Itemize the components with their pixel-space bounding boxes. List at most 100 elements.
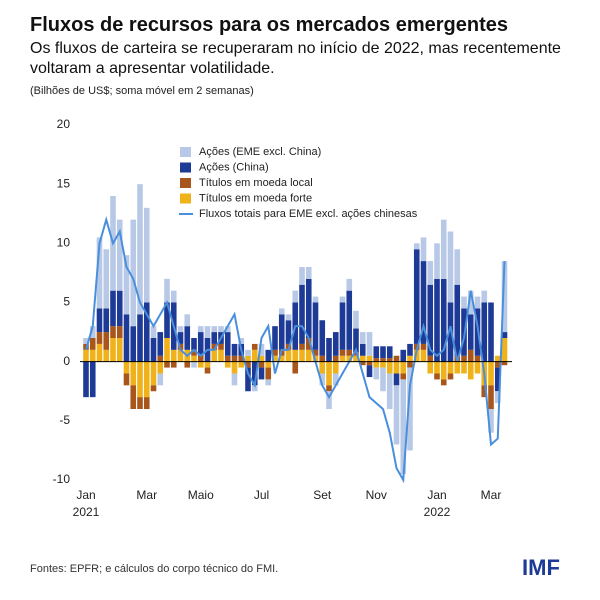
bar: [353, 355, 359, 362]
bar: [150, 326, 157, 338]
y-tick-label: -10: [53, 472, 71, 486]
x-tick-label: Maio: [188, 488, 214, 502]
bar: [427, 361, 434, 374]
bar: [89, 361, 96, 398]
bar: [413, 249, 420, 344]
bar: [96, 308, 103, 333]
bar: [177, 332, 184, 344]
bar: [184, 326, 191, 350]
bar: [224, 326, 231, 333]
bar: [150, 338, 157, 362]
bar: [218, 343, 224, 350]
bar: [305, 278, 312, 338]
line: [85, 216, 506, 484]
bar: [96, 343, 103, 362]
bar: [224, 332, 231, 356]
y-tick-label: -5: [59, 413, 70, 427]
bar: [265, 361, 272, 368]
bar: [96, 237, 103, 309]
bar: [143, 397, 150, 409]
bar: [339, 355, 346, 362]
bar: [467, 290, 474, 315]
bar: [353, 310, 359, 329]
bar: [346, 278, 353, 291]
bar: [339, 349, 346, 356]
bar: [204, 367, 211, 374]
bar: [380, 346, 386, 359]
bar: [413, 349, 420, 362]
bar: [481, 385, 488, 398]
bar: [359, 361, 366, 366]
x-tick-label: Jan: [76, 488, 95, 502]
bar: [488, 385, 494, 409]
bar: [319, 373, 326, 386]
bar: [420, 349, 427, 362]
bar: [339, 296, 346, 303]
bar: [164, 302, 170, 338]
legend-swatch: [180, 147, 191, 157]
bar: [245, 367, 251, 392]
bar: [251, 385, 258, 392]
bar: [407, 361, 413, 368]
y-tick-label: 15: [57, 176, 71, 190]
bar: [238, 361, 245, 368]
bar: [501, 361, 508, 366]
x-tick-label: Mar: [481, 488, 502, 502]
bar: [130, 361, 137, 386]
bar: [143, 361, 150, 398]
bar: [164, 338, 170, 362]
bar: [366, 355, 373, 362]
bar: [373, 367, 380, 380]
units-note: (Bilhões de US$; soma móvel em 2 semanas…: [30, 85, 254, 97]
bar: [434, 373, 440, 380]
bar: [116, 219, 123, 291]
bar: [123, 255, 130, 315]
bar: [197, 361, 204, 368]
bar: [494, 367, 501, 392]
bar: [420, 261, 427, 344]
y-tick-label: 20: [57, 117, 71, 131]
bar: [467, 314, 474, 350]
bar: [177, 326, 184, 333]
bar: [191, 355, 197, 362]
bar: [258, 355, 265, 362]
bar: [197, 332, 204, 356]
bar: [494, 361, 501, 368]
bar: [488, 302, 494, 362]
bar: [359, 355, 366, 362]
bar: [110, 326, 116, 338]
bar: [366, 332, 373, 356]
bar: [116, 326, 123, 338]
bar: [231, 361, 238, 374]
bar: [123, 361, 130, 374]
bar: [461, 355, 467, 362]
bar: [83, 338, 89, 344]
bar: [454, 249, 461, 285]
bar: [110, 338, 116, 362]
bar: [110, 290, 116, 327]
bar: [265, 379, 272, 386]
bar: [461, 361, 467, 374]
bar: [400, 361, 407, 374]
bar: [373, 361, 380, 368]
bar: [231, 373, 238, 386]
bar: [251, 343, 258, 350]
bar: [258, 343, 265, 356]
bar: [474, 296, 481, 309]
bar: [447, 373, 454, 380]
bar: [488, 361, 494, 386]
bar: [467, 349, 474, 362]
bar: [184, 361, 191, 368]
bar: [407, 355, 413, 362]
bar: [278, 314, 285, 350]
bar: [103, 332, 110, 350]
bar: [373, 358, 380, 362]
bar: [150, 361, 157, 386]
bar: [157, 361, 164, 374]
bar: [299, 284, 305, 344]
bar: [292, 349, 299, 362]
bar: [454, 284, 461, 356]
bar: [137, 314, 143, 362]
legend-label: Ações (EME excl. China): [199, 146, 321, 158]
